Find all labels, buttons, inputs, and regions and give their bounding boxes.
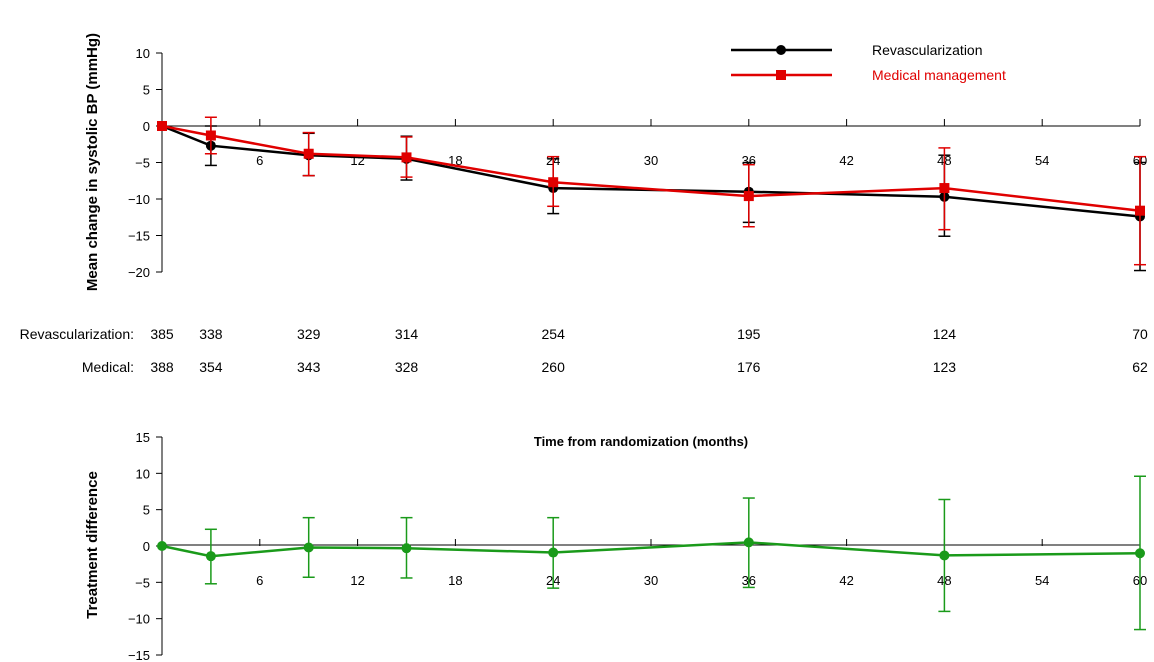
top-series-0-line bbox=[161, 124, 1141, 218]
top-y-tick-label: 0 bbox=[143, 119, 150, 134]
bottom-series-0-point bbox=[157, 541, 167, 551]
risk-value-medical: 354 bbox=[199, 359, 223, 375]
top-series-1-point bbox=[401, 152, 412, 163]
risk-value-medical: 176 bbox=[737, 359, 761, 375]
risk-value-medical: 328 bbox=[395, 359, 419, 375]
bottom-y-ticks: 15 10 5 0 −5 −10 −15 bbox=[128, 430, 162, 662]
risk-value-medical: 388 bbox=[150, 359, 174, 375]
bottom-series-0-point bbox=[205, 551, 216, 562]
bottom-x-tick-label: 42 bbox=[839, 573, 853, 588]
risk-value-revascularization: 385 bbox=[150, 326, 174, 342]
top-x-tick-label: 6 bbox=[256, 153, 263, 168]
top-x-tick-label: 30 bbox=[644, 153, 658, 168]
top-y-tick-label: −10 bbox=[128, 192, 150, 207]
bottom-series-0-point bbox=[401, 543, 412, 554]
legend-label-medical-management: Medical management bbox=[872, 67, 1006, 83]
risk-value-revascularization: 254 bbox=[542, 326, 566, 342]
bottom-y-axis-label: Treatment difference bbox=[84, 471, 101, 619]
bottom-series-0 bbox=[157, 475, 1146, 631]
bottom-x-tick-label: 12 bbox=[350, 573, 364, 588]
bottom-series-0-point bbox=[548, 547, 559, 558]
top-series-1-line bbox=[161, 124, 1141, 212]
risk-value-revascularization: 329 bbox=[297, 326, 321, 342]
bottom-series-0-point bbox=[303, 542, 314, 553]
bottom-y-tick-label: −15 bbox=[128, 648, 150, 662]
risk-value-medical: 343 bbox=[297, 359, 321, 375]
top-series-1-point bbox=[157, 121, 167, 131]
bottom-series-0-point bbox=[743, 537, 754, 548]
legend-marker-revascularization bbox=[776, 45, 786, 55]
top-y-tick-label: −20 bbox=[128, 265, 150, 280]
bottom-y-tick-label: −10 bbox=[128, 612, 150, 627]
top-y-tick-label: 10 bbox=[136, 46, 150, 61]
x-axis-title: Time from randomization (months) bbox=[534, 434, 748, 449]
legend: Revascularization Medical management bbox=[731, 42, 1006, 83]
top-series-1-point bbox=[743, 191, 754, 202]
legend-marker-medical-management bbox=[776, 70, 786, 80]
top-series-1-point bbox=[303, 148, 314, 159]
top-x-tick-label: 42 bbox=[839, 153, 853, 168]
bottom-series-0-point bbox=[939, 550, 950, 561]
risk-value-medical: 123 bbox=[933, 359, 957, 375]
legend-item-revascularization: Revascularization bbox=[731, 42, 983, 58]
risk-row-label-medical: Medical: bbox=[82, 359, 134, 375]
top-series-layer bbox=[157, 116, 1146, 272]
risk-value-revascularization: 338 bbox=[199, 326, 223, 342]
top-series-1-point bbox=[205, 130, 216, 141]
risk-value-medical: 260 bbox=[542, 359, 566, 375]
treatment-difference-panel: Treatment difference Time from randomiza… bbox=[84, 430, 1147, 662]
risk-values: 385 338 329 314 254 195 124 70 388 354 343 328 260 17… bbox=[150, 326, 1148, 375]
bottom-x-tick-label: 18 bbox=[448, 573, 462, 588]
top-y-ticks: 10 5 0 −5 −10 −15 −20 bbox=[128, 46, 162, 280]
bp-change-panel: Mean change in systolic BP (mmHg) 10 5 0 −5… bbox=[84, 33, 1147, 291]
top-y-tick-label: −15 bbox=[128, 229, 150, 244]
risk-value-revascularization: 70 bbox=[1132, 326, 1148, 342]
risk-value-revascularization: 124 bbox=[933, 326, 957, 342]
risk-value-revascularization: 314 bbox=[395, 326, 419, 342]
legend-item-medical-management: Medical management bbox=[731, 67, 1006, 83]
bottom-x-tick-label: 54 bbox=[1035, 573, 1049, 588]
bottom-x-ticks: 6 12 18 24 30 36 42 48 54 60 bbox=[256, 539, 1147, 588]
risk-value-medical: 62 bbox=[1132, 359, 1148, 375]
top-series-1 bbox=[157, 116, 1146, 266]
numbers-at-risk-table: Revascularization: Medical: 385 338 329 314… bbox=[20, 326, 1148, 375]
bottom-series-layer bbox=[157, 475, 1146, 631]
top-y-tick-label: −5 bbox=[135, 156, 150, 171]
bottom-y-tick-label: 10 bbox=[136, 466, 150, 481]
bottom-y-tick-label: 15 bbox=[136, 430, 150, 445]
bottom-y-tick-label: 5 bbox=[143, 503, 150, 518]
bottom-series-0-point bbox=[1135, 548, 1145, 559]
bottom-x-tick-label: 6 bbox=[256, 573, 263, 588]
risk-value-revascularization: 195 bbox=[737, 326, 761, 342]
bottom-series-0-line bbox=[161, 541, 1141, 558]
risk-row-label-revascularization: Revascularization: bbox=[20, 326, 134, 342]
bottom-y-tick-label: −5 bbox=[135, 575, 150, 590]
bottom-y-tick-label: 0 bbox=[143, 539, 150, 554]
top-x-tick-label: 54 bbox=[1035, 153, 1049, 168]
legend-label-revascularization: Revascularization bbox=[872, 42, 983, 58]
top-series-1-point bbox=[939, 183, 950, 194]
top-series-1-point bbox=[1135, 205, 1145, 216]
top-series-1-point bbox=[548, 177, 559, 188]
top-y-tick-label: 5 bbox=[143, 83, 150, 98]
bottom-x-tick-label: 30 bbox=[644, 573, 658, 588]
top-y-axis-label: Mean change in systolic BP (mmHg) bbox=[84, 33, 101, 291]
top-series-0 bbox=[157, 121, 1146, 272]
